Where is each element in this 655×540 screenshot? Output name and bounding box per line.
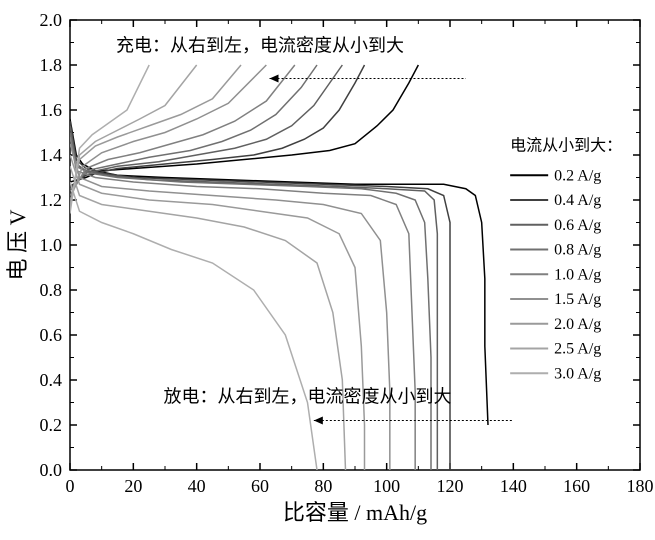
y-tick-label: 0.2 [40,415,63,435]
legend-item-label: 1.0 A/g [554,266,601,283]
legend-item-label: 0.4 A/g [554,192,601,209]
y-tick-label: 2.0 [40,10,63,30]
y-tick-label: 0.8 [40,280,63,300]
legend-item-label: 3.0 A/g [554,365,601,382]
chart-svg: 0 20 40 60 80 100 120 140 160 180 0.0 0.2 0.4 0.6 0.8 1… [0,0,655,540]
y-tick-label: 1.4 [40,145,63,165]
x-tick-label: 120 [437,476,464,496]
x-tick-label: 140 [500,476,527,496]
x-axis-title: 比容量 / mAh/g [283,500,427,525]
x-tick-label: 100 [373,476,400,496]
legend-item-label: 2.5 A/g [554,341,601,358]
y-tick-label: 0.6 [40,325,63,345]
annotation-text: 充电：从右到左，电流密度从小到大 [116,36,404,56]
series-line [70,182,317,470]
chart-container: 0 20 40 60 80 100 120 140 160 180 0.0 0.2 0.4 0.6 0.8 1… [0,0,655,540]
x-tick-label: 40 [188,476,206,496]
x-tick-label: 20 [124,476,142,496]
y-tick-label: 0.0 [40,460,63,480]
x-tick-label: 160 [563,476,590,496]
series-line [70,144,390,470]
legend-item-label: 0.8 A/g [554,242,601,259]
series-line [70,65,149,214]
y-tick-label: 1.8 [40,55,63,75]
arrowhead-icon [270,75,279,83]
legend-item-label: 0.6 A/g [554,217,601,234]
y-tick-label: 0.4 [40,370,63,390]
x-tick-label: 180 [627,476,654,496]
x-tick-label: 60 [251,476,269,496]
legend-item-label: 2.0 A/g [554,316,601,333]
x-tick-label: 0 [66,476,75,496]
y-tick-label: 1.2 [40,190,63,210]
y-tick-label: 1.6 [40,100,63,120]
legend-item-label: 0.2 A/g [554,167,601,184]
series-line [70,166,346,470]
x-tick-label: 80 [314,476,332,496]
annotation-text: 放电：从右到左，电流密度从小到大 [164,387,452,407]
series-line [70,121,450,470]
legend-title: 电流从小到大： [510,137,622,155]
y-tick-label: 1.0 [40,235,63,255]
series-line [70,65,365,187]
legend-item-label: 1.5 A/g [554,291,601,308]
y-axis-title: 电 压 V [5,209,30,280]
arrowhead-icon [314,417,323,425]
series-line [70,65,418,182]
